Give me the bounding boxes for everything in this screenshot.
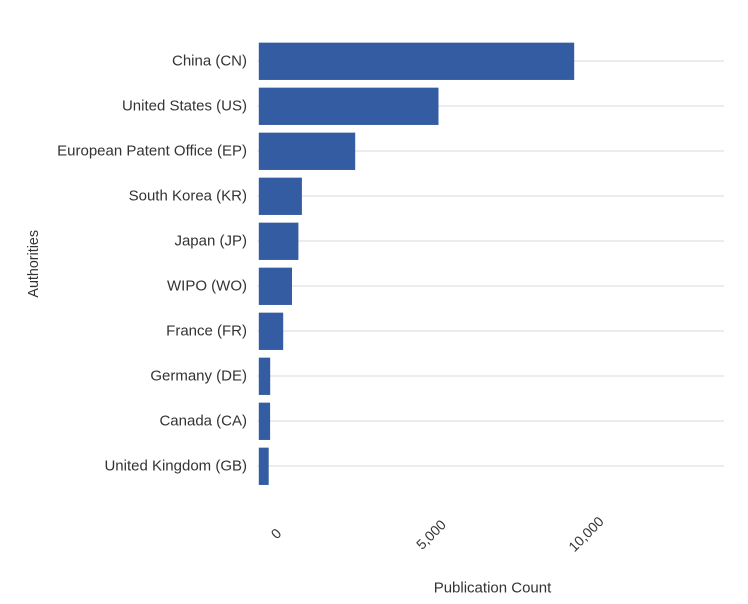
svg-text:China (CN): China (CN) bbox=[172, 53, 247, 70]
svg-text:Germany (DE): Germany (DE) bbox=[150, 368, 247, 385]
svg-text:United States (US): United States (US) bbox=[122, 98, 247, 115]
svg-text:South Korea (KR): South Korea (KR) bbox=[129, 188, 247, 205]
svg-text:WIPO (WO): WIPO (WO) bbox=[167, 278, 247, 295]
svg-text:Publication Count: Publication Count bbox=[434, 579, 552, 596]
svg-text:Authorities: Authorities bbox=[26, 230, 42, 298]
svg-text:European Patent Office (EP): European Patent Office (EP) bbox=[57, 143, 247, 160]
svg-text:United Kingdom (GB): United Kingdom (GB) bbox=[104, 458, 247, 475]
svg-text:Japan (JP): Japan (JP) bbox=[174, 233, 247, 250]
svg-text:Canada (CA): Canada (CA) bbox=[159, 413, 247, 430]
svg-text:France (FR): France (FR) bbox=[166, 323, 247, 340]
